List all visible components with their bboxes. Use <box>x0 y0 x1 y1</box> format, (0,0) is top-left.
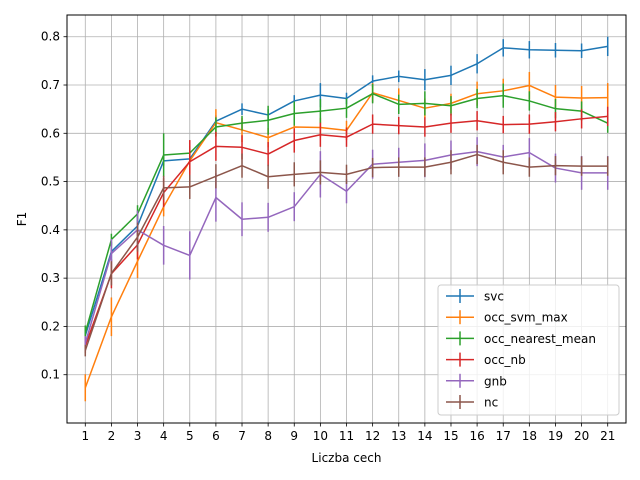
y-tick-label: 0.1 <box>41 368 60 382</box>
x-tick-label: 1 <box>81 429 89 443</box>
x-tick-label: 21 <box>600 429 615 443</box>
legend-label: nc <box>484 396 498 410</box>
y-tick-label: 0.3 <box>41 271 60 285</box>
x-tick-label: 6 <box>212 429 220 443</box>
y-tick-label: 0.5 <box>41 175 60 189</box>
series-line <box>84 153 608 351</box>
x-tick-label: 5 <box>186 429 194 443</box>
legend-entry-svc: svc <box>446 289 504 304</box>
y-tick-label: 0.2 <box>41 319 60 333</box>
ticks: 1 2 3 4 5 6 7 8 9 10 11 12 13 14 15 16 17 18 19 20 210.10.20… <box>41 30 615 443</box>
series-layer <box>84 36 609 402</box>
y-tick-label: 0.7 <box>41 78 60 92</box>
x-tick-label: 10 <box>313 429 328 443</box>
x-tick-label: 16 <box>469 429 484 443</box>
legend-label: gnb <box>484 374 507 388</box>
x-tick-label: 8 <box>264 429 272 443</box>
legend-entry-nc: nc <box>446 395 498 410</box>
x-tick-label: 14 <box>417 429 432 443</box>
legend-label: occ_svm_max <box>484 311 568 325</box>
legend-label: svc <box>484 290 504 304</box>
y-axis-label: F1 <box>15 212 29 227</box>
x-tick-label: 4 <box>160 429 168 443</box>
x-tick-label: 13 <box>391 429 406 443</box>
x-tick-label: 17 <box>496 429 511 443</box>
series-line <box>84 92 609 333</box>
x-tick-label: 7 <box>238 429 246 443</box>
series-nc <box>84 144 609 357</box>
legend-label: occ_nearest_mean <box>484 332 596 346</box>
x-tick-label: 2 <box>108 429 116 443</box>
y-tick-label: 0.6 <box>41 126 60 140</box>
legend-entry-occ_nb: occ_nb <box>446 352 526 367</box>
x-tick-label: 3 <box>134 429 142 443</box>
legend-entry-occ_svm_max: occ_svm_max <box>446 310 568 325</box>
series-line <box>84 115 608 347</box>
legend-box <box>437 284 620 416</box>
series-line <box>84 45 608 336</box>
x-tick-label: 15 <box>443 429 458 443</box>
series-line <box>84 150 608 344</box>
legend-label: occ_nb <box>484 353 526 367</box>
x-tick-label: 11 <box>339 429 354 443</box>
series-occ_nb <box>84 106 609 353</box>
x-tick-label: 19 <box>548 429 563 443</box>
x-tick-label: 9 <box>290 429 298 443</box>
y-tick-label: 0.4 <box>41 223 60 237</box>
legend-entry-occ_nearest_mean: occ_nearest_mean <box>446 331 596 346</box>
x-axis-label: Liczba cech <box>312 451 382 465</box>
x-tick-label: 18 <box>522 429 537 443</box>
x-tick-label: 20 <box>574 429 589 443</box>
x-tick-label: 12 <box>365 429 380 443</box>
legend-entry-gnb: gnb <box>446 373 507 388</box>
y-tick-label: 0.8 <box>41 30 60 44</box>
